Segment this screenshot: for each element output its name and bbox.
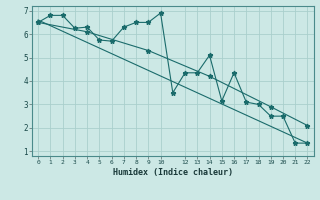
X-axis label: Humidex (Indice chaleur): Humidex (Indice chaleur)	[113, 168, 233, 177]
